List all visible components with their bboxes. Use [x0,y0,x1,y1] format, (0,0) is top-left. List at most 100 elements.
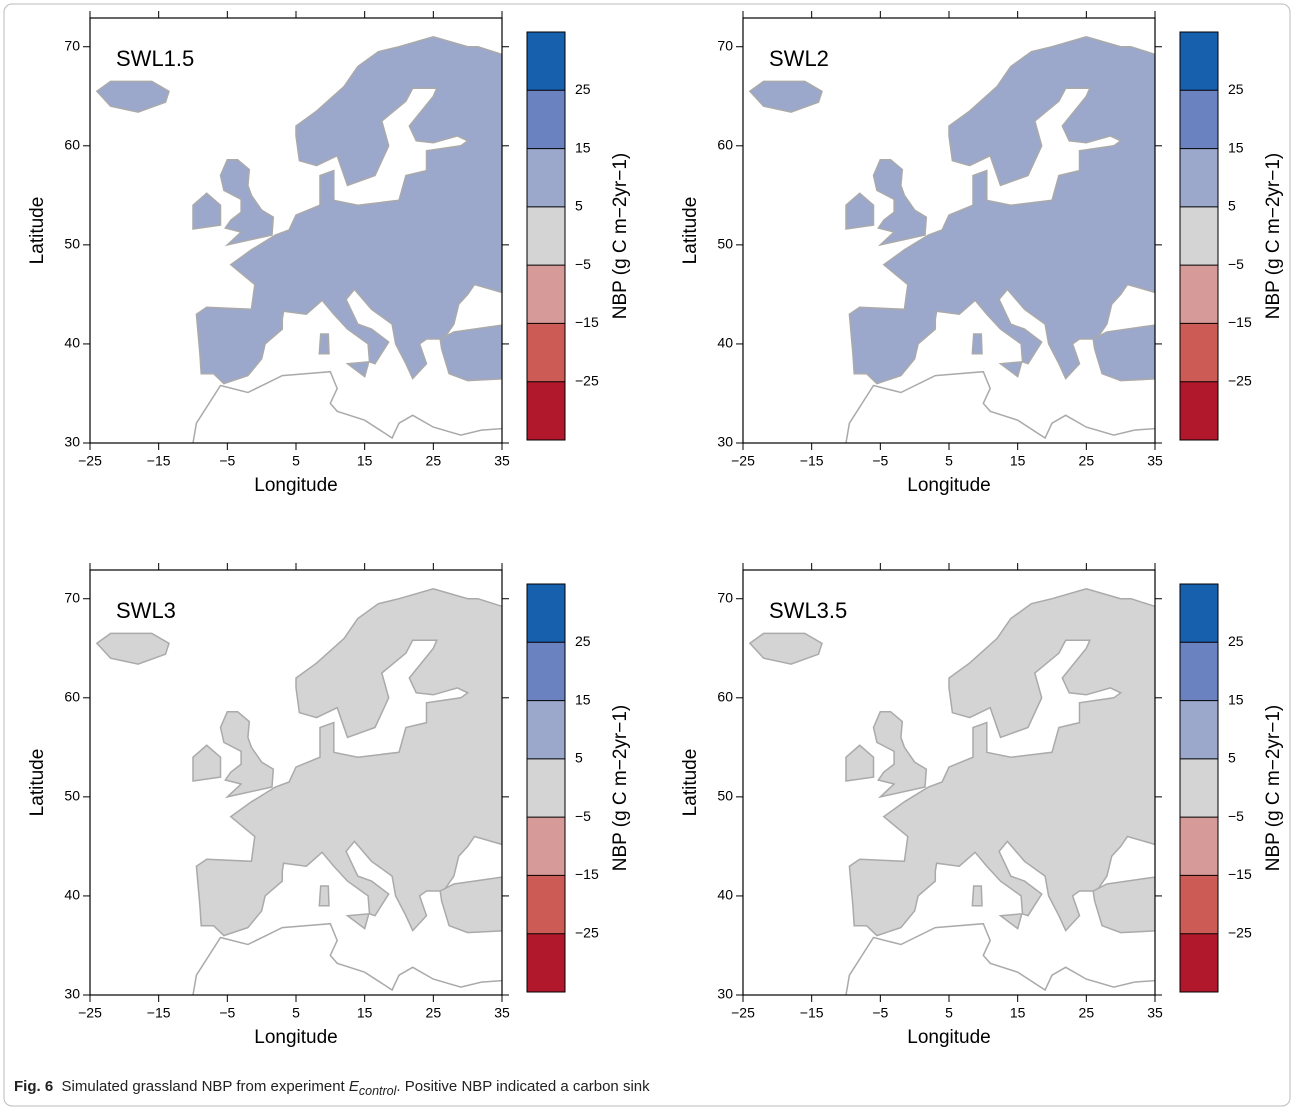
land [348,362,369,377]
colorbar-bin [527,875,565,933]
colorbar-bin [1180,382,1218,440]
colorbar-bin [1180,759,1218,817]
colorbar-bin [1180,934,1218,992]
colorbar-bin [527,642,565,700]
colorbar-tick-label: −5 [1228,256,1244,272]
x-axis-label: Longitude [254,1027,337,1048]
land [750,81,822,112]
y-axis-label: Latitude [27,197,48,265]
colorbar-bin [1180,149,1218,207]
colorbar-tick-label: 25 [1228,633,1244,649]
x-tick-label: 35 [1147,453,1163,469]
y-tick-label: 50 [64,788,80,804]
y-tick-label: 50 [64,236,80,252]
colorbar-tick-label: −5 [1228,808,1244,824]
colorbar-tick-label: 15 [575,691,591,707]
colorbar-tick-label: −15 [575,866,599,882]
x-tick-label: −15 [800,1005,824,1021]
x-tick-label: 15 [357,1005,373,1021]
map-panel: −25−15−551525353040506070LongitudeLatitu… [27,11,631,496]
x-tick-label: 25 [426,1005,442,1021]
y-tick-label: 30 [717,434,733,450]
figure: −25 −15 −5 5 15 25 35 30 40 50 60 70 Longitude Latitu… [0,0,1295,1111]
y-tick-label: 50 [717,236,733,252]
land [319,334,329,354]
land [1001,914,1022,929]
colorbar-label: NBP (g C m−2yr−1) [610,153,631,319]
colorbar-label: NBP (g C m−2yr−1) [1263,705,1284,871]
land [221,712,274,797]
colorbar-tick-label: 25 [575,633,591,649]
x-tick-label: 25 [1079,1005,1095,1021]
colorbar-bin [1180,323,1218,381]
colorbar-tick-label: 25 [575,81,591,97]
colorbar-tick-label: −25 [1228,372,1252,388]
colorbar-tick-label: −15 [1228,866,1252,882]
x-tick-label: 5 [292,1005,300,1021]
x-tick-label: 35 [494,453,510,469]
colorbar-tick-label: −25 [575,372,599,388]
colorbar-bin [1180,207,1218,265]
x-tick-label: −15 [147,453,171,469]
colorbar-tick-label: −25 [575,924,599,940]
colorbar-bin [527,90,565,148]
x-tick-label: −25 [731,453,755,469]
land [193,745,221,781]
y-tick-label: 30 [64,434,80,450]
x-tick-label: −25 [78,453,102,469]
land [1093,876,1162,933]
map-panel: −25−15−551525353040506070LongitudeLatitu… [27,563,631,1048]
coastline [846,924,1162,995]
coastline [193,924,509,995]
colorbar-label: NBP (g C m−2yr−1) [1263,153,1284,319]
x-tick-label: −5 [872,1005,888,1021]
colorbar-bin [1180,32,1218,90]
map-area [750,37,1162,443]
panel-title: SWL3 [116,598,176,623]
colorbar-tick-label: 15 [1228,139,1244,155]
colorbar-bin [527,32,565,90]
x-tick-label: 25 [1079,453,1095,469]
colorbar-tick-label: 15 [575,139,591,155]
colorbar-bin [527,265,565,323]
land [846,193,874,229]
colorbar-bin [527,207,565,265]
y-tick-label: 60 [64,137,80,153]
x-tick-label: 15 [1010,453,1026,469]
x-tick-label: −25 [731,1005,755,1021]
x-tick-label: 5 [945,1005,953,1021]
colorbar-bin [527,382,565,440]
y-axis-label: Latitude [680,197,701,265]
colorbar-bin [1180,584,1218,642]
land [193,193,221,229]
x-tick-label: −5 [872,453,888,469]
land [221,160,274,245]
map-panel: −25−15−551525353040506070LongitudeLatitu… [680,11,1284,496]
colorbar-tick-label: −25 [1228,924,1252,940]
caption: Fig. 6 Simulated grassland NBP from expe… [14,1078,650,1098]
colorbar-tick-label: 5 [575,198,583,214]
y-tick-label: 60 [717,689,733,705]
colorbar-bin [527,149,565,207]
land [874,712,927,797]
x-tick-label: 15 [1010,1005,1026,1021]
land [319,886,329,906]
caption-subscript: control [359,1084,397,1098]
colorbar-bin [527,817,565,875]
y-axis-label: Latitude [680,749,701,817]
colorbar-bin [527,934,565,992]
caption-label: Fig. 6 [14,1078,53,1095]
y-tick-label: 70 [717,37,733,53]
colorbar-bin [527,759,565,817]
x-tick-label: −5 [219,1005,235,1021]
x-tick-label: 15 [357,453,373,469]
land [440,876,509,933]
land [846,745,874,781]
colorbar-tick-label: 15 [1228,691,1244,707]
land [1093,324,1162,381]
caption-text-end: . Positive NBP indicated a carbon sink [396,1078,649,1095]
colorbar-bin [1180,817,1218,875]
y-tick-label: 40 [717,887,733,903]
colorbar-tick-label: −15 [1228,314,1252,330]
land [348,914,369,929]
